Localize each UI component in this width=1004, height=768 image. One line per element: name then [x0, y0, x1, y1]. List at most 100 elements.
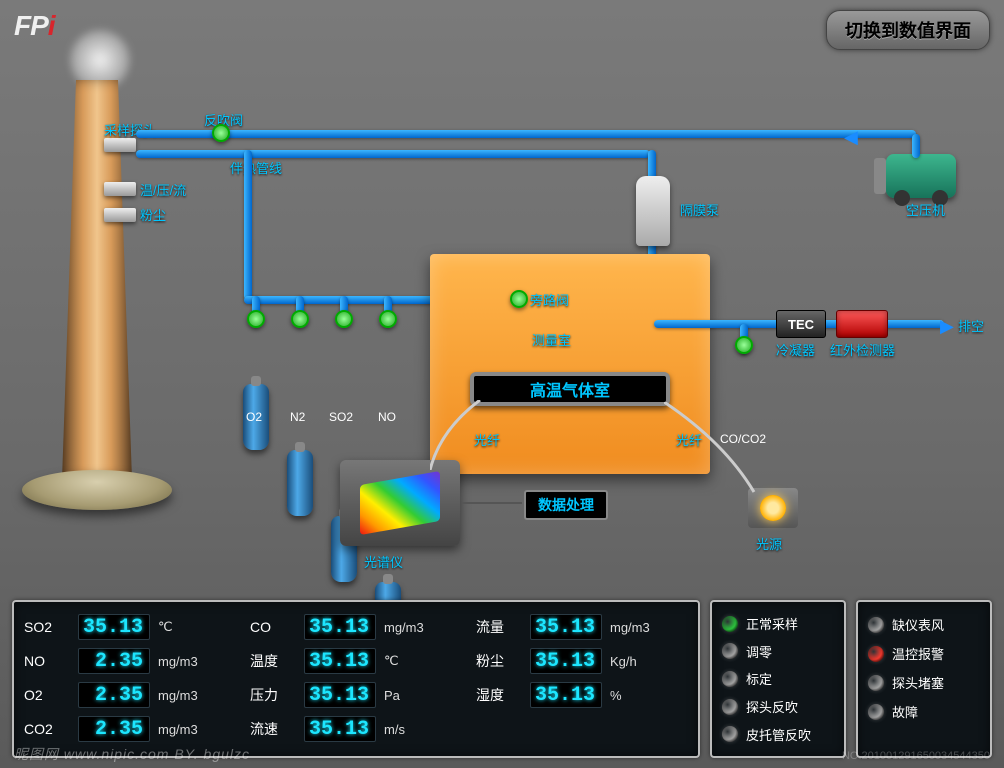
diaphragm-pump: [636, 176, 670, 246]
pipe-heated: [136, 150, 650, 158]
reading-unit: ℃: [158, 619, 214, 635]
reading-row: 粉尘35.13Kg/h: [476, 644, 688, 678]
status-led-icon: [868, 617, 884, 633]
status-led-icon: [868, 675, 884, 691]
condenser-label: 冷凝器: [776, 340, 815, 359]
reading-value: 35.13: [530, 648, 602, 674]
reading-row: NO 2.35 mg/m3: [24, 644, 236, 678]
blowback-valve[interactable]: [212, 124, 230, 142]
reading-value: 2.35: [78, 682, 150, 708]
probe-dust: [104, 208, 136, 222]
valve-c2[interactable]: [291, 310, 309, 328]
status-label: 皮托管反吹: [746, 725, 811, 744]
reading-row: 温度35.13℃: [250, 644, 462, 678]
bypass-valve[interactable]: [510, 290, 528, 308]
status-row[interactable]: 标定: [722, 667, 834, 691]
reading-row: 流速35.13m/s: [250, 712, 462, 746]
exhaust-label: 排空: [958, 316, 984, 335]
reading-value: 2.35: [78, 648, 150, 674]
reading-row: [476, 712, 688, 746]
heated-line-label: 伴热管线: [230, 158, 282, 177]
status-row[interactable]: 探头堵塞: [868, 670, 980, 695]
reading-value: 35.13: [304, 682, 376, 708]
status-label: 正常采样: [746, 614, 798, 633]
status-row[interactable]: 皮托管反吹: [722, 722, 834, 746]
spectrometer-label: 光谱仪: [364, 552, 403, 571]
status-label: 探头反吹: [746, 697, 798, 716]
status-led-icon: [722, 699, 738, 715]
bottom-bar: SO235.13℃NO2.35mg/m3O22.35mg/m3CO22.35mg…: [12, 600, 992, 758]
reading-row: SO235.13℃: [24, 610, 236, 644]
pump-label: 隔膜泵: [680, 200, 719, 219]
reading-unit: mg/m3: [384, 620, 440, 635]
cyl-label-0: O2: [246, 410, 262, 424]
reading-unit: ℃: [384, 653, 440, 669]
arrow-left-icon: ◀: [844, 127, 858, 148]
status-label: 故障: [892, 702, 918, 721]
status-row[interactable]: 调零: [722, 640, 834, 664]
reading-row: CO35.13mg/m3: [250, 610, 462, 644]
reading-label: 温度: [250, 651, 296, 671]
logo: FPi: [14, 10, 55, 42]
compressor: [886, 154, 956, 198]
tec-box: TEC: [776, 310, 826, 338]
watermark-right: NO.201001291650034544350: [842, 750, 990, 762]
status-row[interactable]: 温控报警: [868, 641, 980, 666]
valve-c1[interactable]: [247, 310, 265, 328]
reading-value: 35.13: [78, 614, 150, 640]
spectrometer: [340, 460, 460, 546]
status-led-icon: [868, 646, 884, 662]
chamber-label: 测量室: [532, 330, 571, 349]
reading-unit: mg/m3: [158, 688, 214, 703]
chimney-base: [22, 470, 172, 510]
reading-label: 流量: [476, 617, 522, 637]
status-label: 探头堵塞: [892, 673, 944, 692]
status-row[interactable]: 缺仪表风: [868, 612, 980, 637]
fiber-left-icon: [430, 400, 490, 470]
reading-unit: %: [610, 688, 666, 703]
process-diagram: 采样探头 温/压/流 粉尘 反吹阀 空压机 ◀ 伴热管线 隔膜泵 O2 N2 S…: [0, 40, 1004, 600]
reading-unit: mg/m3: [158, 654, 214, 669]
status-label: 标定: [746, 669, 772, 688]
status-row[interactable]: 故障: [868, 699, 980, 724]
light-source-label: 光源: [756, 534, 782, 553]
reading-row: 湿度35.13%: [476, 678, 688, 712]
tpf-label: 温/压/流: [140, 180, 186, 199]
reading-row: 流量35.13mg/m3: [476, 610, 688, 644]
reading-label: CO: [250, 619, 296, 635]
probe-sample: [104, 138, 136, 152]
watermark-left: 昵图网 www.nipic.com BY. bgulzc: [14, 744, 250, 764]
cyl-label-1: N2: [290, 410, 305, 424]
status-led-icon: [722, 643, 738, 659]
status-led-icon: [722, 726, 738, 742]
pipe-drop2: [244, 150, 252, 300]
status-row[interactable]: 探头反吹: [722, 695, 834, 719]
reading-row: O22.35mg/m3: [24, 678, 236, 712]
reading-value: 35.13: [530, 614, 602, 640]
valve-c3[interactable]: [335, 310, 353, 328]
reading-label: 湿度: [476, 685, 522, 705]
arrow-right-icon: ▶: [940, 316, 954, 337]
ir-label: 红外检测器: [830, 340, 895, 359]
cyl-label-2: SO2: [329, 410, 353, 424]
status-row[interactable]: 正常采样: [722, 612, 834, 636]
reading-unit: m/s: [384, 722, 440, 737]
pipe-blowback: [136, 130, 916, 138]
valve-coco2[interactable]: [735, 336, 753, 354]
status-label: 缺仪表风: [892, 615, 944, 634]
status-label: 温控报警: [892, 644, 944, 663]
wire-spec-data: [462, 502, 522, 504]
reading-unit: Pa: [384, 688, 440, 703]
reading-label: CO2: [24, 721, 70, 737]
status-led-icon: [722, 671, 738, 687]
pipe-compressor: [912, 134, 920, 158]
valve-c4[interactable]: [379, 310, 397, 328]
coco2-label: CO/CO2: [720, 432, 766, 446]
readings-panel: SO235.13℃NO2.35mg/m3O22.35mg/m3CO22.35mg…: [12, 600, 700, 758]
status-label: 调零: [746, 642, 772, 661]
reading-unit: Kg/h: [610, 654, 666, 669]
fiber-right-icon: [664, 402, 764, 502]
reading-value: 2.35: [78, 716, 150, 742]
status-panel-left: 正常采样调零标定探头反吹皮托管反吹: [710, 600, 846, 758]
reading-label: NO: [24, 653, 70, 669]
